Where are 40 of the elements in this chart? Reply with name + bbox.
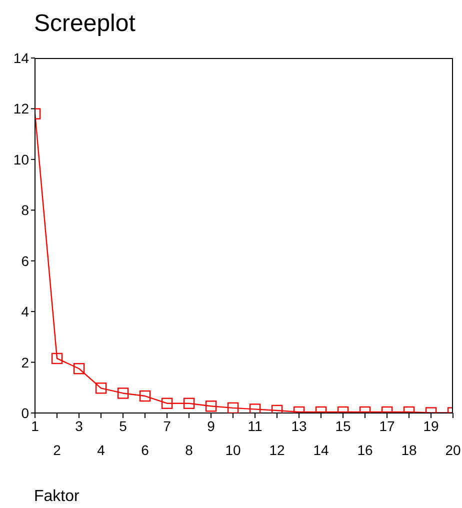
x-tick-label: 9 [207,418,216,434]
y-tick-label: 2 [21,354,30,370]
x-tick-label: 3 [75,418,84,434]
x-tick-label: 12 [269,442,285,458]
x-tick-label: 7 [163,418,172,434]
y-tick-label: 8 [21,202,30,218]
x-tick-label: 19 [423,418,439,434]
y-tick-label: 6 [21,252,30,269]
point [73,363,85,374]
y-tick-label: 12 [13,100,30,117]
x-tick-label: 15 [335,418,351,434]
point [117,388,129,399]
x-tick-label: 4 [97,442,106,458]
x-tick-label: 8 [185,442,194,458]
point [161,398,173,409]
x-tick-label: 13 [291,418,307,434]
x-tick-label: 1 [31,418,40,434]
point [183,398,195,409]
y-tick-label: 0 [21,404,30,421]
x-axis-title: Faktor [34,488,80,506]
x-tick-label: 6 [141,442,150,458]
x-tick-label: 2 [53,442,62,458]
point [51,352,63,364]
x-tick-label: 5 [119,418,128,434]
x-tick-label: 10 [225,442,241,458]
y-tick-label: 4 [21,304,30,320]
chart-title: Screeplot [34,10,136,38]
y-tick-label: 10 [13,151,30,168]
x-tick-label: 18 [401,442,417,458]
x-tick-label: 11 [248,418,262,434]
x-tick-label: 14 [313,442,329,458]
y-tick-label: 14 [13,50,30,66]
x-tick-label: 17 [379,418,395,434]
point [95,382,107,394]
point [227,402,239,413]
x-tick-label: 16 [357,442,373,458]
point [249,404,261,413]
point [139,390,151,402]
x-tick-label: 20 [445,442,461,458]
point [205,400,217,412]
